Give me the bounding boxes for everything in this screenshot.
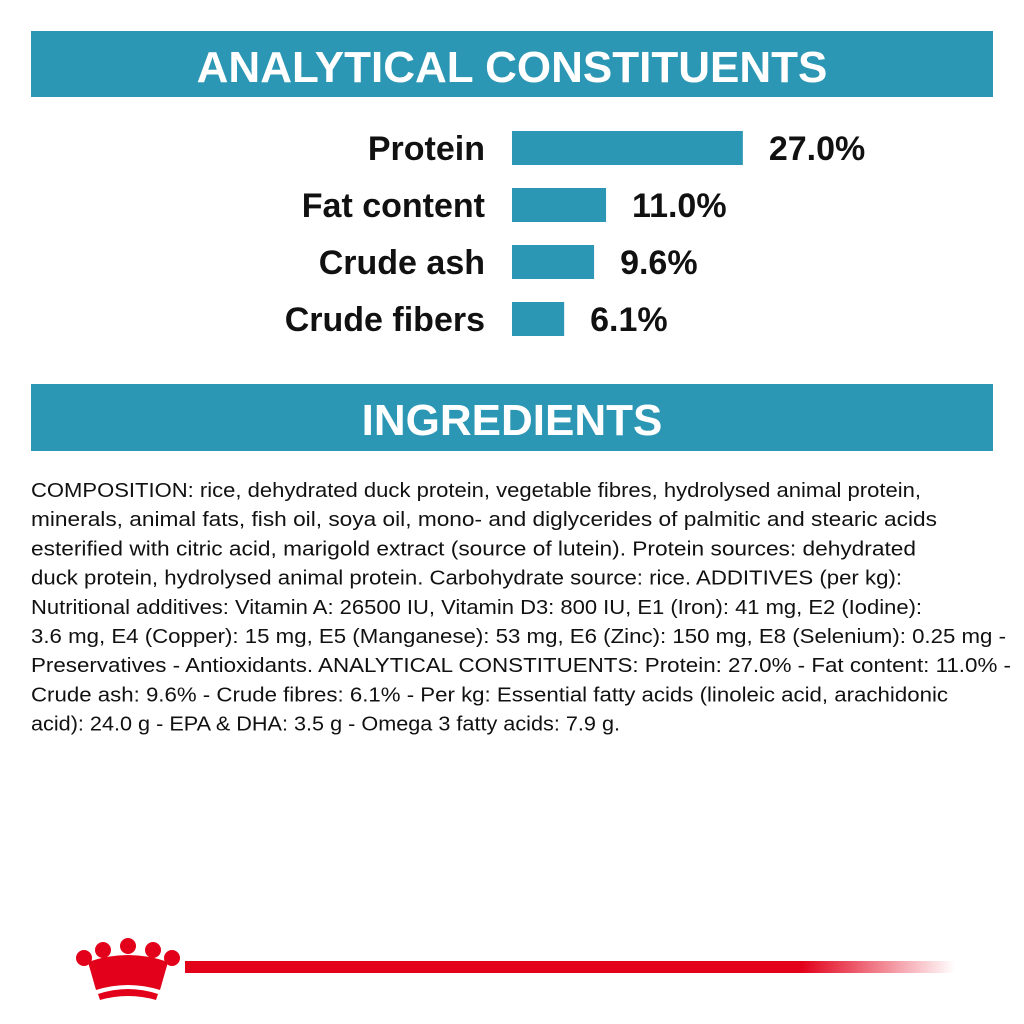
header-band [31, 31, 993, 97]
ingredient-line: COMPOSITION: rice, dehydrated duck prote… [31, 480, 921, 502]
crown-logo [76, 938, 180, 1000]
section-title: INGREDIENTS [362, 396, 663, 445]
value-label: 9.6% [620, 244, 698, 282]
ingredient-line: Preservatives - Antioxidants. ANALYTICAL… [31, 655, 1011, 677]
ingredient-line: Nutritional additives: Vitamin A: 26500 … [31, 597, 922, 619]
bar [512, 302, 565, 336]
ingredient-line: 3.6 mg, E4 (Copper): 15 mg, E5 (Manganes… [31, 626, 1006, 648]
footer-line [185, 961, 955, 973]
bar [512, 188, 607, 222]
ingredient-line: Crude ash: 9.6% - Crude fibres: 6.1% - P… [31, 684, 948, 706]
category-label: Fat content [302, 187, 485, 225]
value-label: 27.0% [769, 130, 865, 168]
ingredient-line: esterified with citric acid, marigold ex… [31, 538, 916, 560]
header-band [31, 384, 993, 451]
category-label: Crude ash [319, 244, 485, 282]
category-label: Crude fibers [285, 301, 485, 339]
value-label: 6.1% [590, 301, 668, 339]
value-label: 11.0% [632, 187, 727, 225]
section-title: ANALYTICAL CONSTITUENTS [197, 43, 828, 92]
ingredient-line: duck protein, hydrolysed animal protein.… [31, 568, 902, 590]
ingredient-line: acid): 24.0 g - EPA & DHA: 3.5 g - Omega… [31, 714, 620, 736]
bar [512, 131, 743, 165]
category-label: Protein [368, 130, 485, 168]
ingredient-line: minerals, animal fats, fish oil, soya oi… [31, 509, 937, 531]
bar [512, 245, 595, 279]
